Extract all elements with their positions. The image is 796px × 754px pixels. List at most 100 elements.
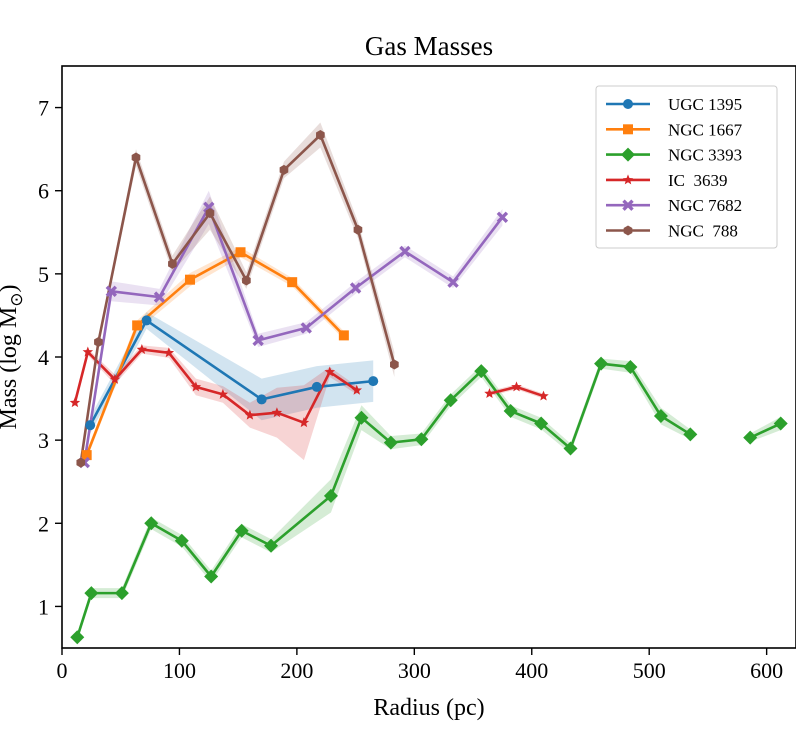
ngc-788-legend-marker	[623, 225, 633, 236]
legend-label-ngc-7682: NGC 7682	[668, 196, 742, 215]
y-tick-label: 1	[38, 594, 49, 619]
ngc-788-point	[242, 275, 251, 286]
ngc-7682-legend-marker	[622, 199, 634, 211]
legend-label-ngc-1667: NGC 1667	[668, 120, 743, 139]
ngc-3393-point	[114, 586, 129, 601]
ngc-788-point	[205, 208, 215, 219]
ic-3639-point	[136, 344, 148, 354]
y-tick-label: 4	[38, 345, 49, 370]
ngc-3393-point	[354, 410, 369, 425]
chart-title: Gas Masses	[365, 31, 493, 61]
ugc-1395-point	[256, 394, 267, 405]
ic-3639-point	[538, 390, 549, 401]
ngc-3393-point	[773, 416, 788, 431]
ic-3639-point	[324, 366, 335, 377]
ngc-3393-point	[144, 516, 159, 531]
x-tick-label: 0	[57, 658, 68, 683]
ngc-3393-point	[563, 441, 578, 456]
ngc-1667-legend-marker	[623, 124, 633, 135]
ngc-3393-point	[653, 409, 668, 424]
legend-label-ic-3639: IC 3639	[668, 171, 728, 190]
ngc-1667-point	[287, 277, 298, 288]
ugc-1395-point	[85, 420, 96, 431]
ic-3639-line	[73, 348, 358, 424]
ngc-3393-point	[534, 416, 549, 431]
ngc-3393-point	[743, 430, 758, 445]
ngc-7682-point	[300, 322, 312, 334]
ngc-3393-point	[594, 356, 609, 371]
ngc-3393-point	[414, 432, 429, 447]
y-axis-label-main: Mass (log M	[0, 307, 22, 430]
ngc-788-point	[390, 359, 399, 370]
y-tick-label: 2	[38, 511, 49, 536]
ic-3639-point	[351, 384, 363, 395]
x-tick-label: 100	[163, 658, 196, 683]
ngc-7682-point	[399, 245, 411, 258]
ic-3639-legend-marker	[622, 174, 634, 185]
ngc-3393-point	[503, 404, 518, 419]
x-axis-ticks: 0 100 200 300 400 500 600	[57, 648, 783, 683]
ngc-7682-uncertainty-band	[84, 190, 503, 467]
ic-3639-point	[298, 417, 310, 428]
ngc-3393-point	[204, 569, 219, 584]
legend-label-ugc-1395: UGC 1395	[668, 95, 742, 114]
ngc-3393-point	[683, 427, 698, 442]
legend: UGC 1395 NGC 1667 NGC 3393 IC 3639 NGC 7682 N…	[595, 85, 778, 249]
ngc-3393-point	[383, 435, 398, 450]
ngc-7682-point	[252, 334, 264, 347]
ngc-7682-line	[83, 206, 504, 463]
legend-box	[595, 85, 778, 249]
ngc-3393-point	[234, 523, 249, 538]
ngc-788-point	[168, 258, 177, 269]
ic-3639-point	[163, 347, 175, 358]
ngc-1667-line	[85, 250, 345, 456]
ic-3639-point	[109, 373, 121, 384]
y-axis-label-end: )	[0, 285, 22, 293]
ngc-1667-point	[185, 274, 196, 285]
ic-3639-point	[82, 346, 94, 357]
ngc-3393-point	[174, 533, 189, 548]
ngc-788-line	[79, 133, 396, 463]
x-tick-label: 500	[633, 658, 666, 683]
ngc-788-point	[316, 130, 325, 141]
legend-label-ngc-788: NGC 788	[668, 222, 738, 241]
ngc-3393-point	[323, 488, 338, 503]
ngc-3393-point	[70, 630, 85, 645]
ngc-788-point	[94, 337, 103, 348]
ic-3639-point	[217, 388, 229, 399]
ic-3639-point	[190, 381, 202, 392]
ngc-1667-point	[132, 320, 143, 331]
ugc-1395-uncertainty-band	[90, 312, 374, 434]
ngc-788-point	[353, 224, 363, 235]
ngc-7682-point	[447, 276, 459, 288]
y-axis-label: Mass (log M⊙)	[0, 285, 27, 430]
ugc-1395-point	[311, 381, 322, 392]
ngc-3393-point	[623, 359, 638, 374]
ugc-1395-point	[141, 315, 152, 326]
ngc-3393-line	[749, 422, 782, 439]
x-axis-label: Radius (pc)	[373, 695, 484, 721]
ngc-3393-point	[443, 393, 458, 408]
ic-3639-point	[511, 381, 522, 392]
x-tick-label: 600	[750, 658, 783, 683]
ic-3639-uncertainty-band	[489, 384, 544, 399]
x-tick-label: 400	[515, 658, 548, 683]
ngc-3393-legend-marker	[621, 147, 635, 162]
y-tick-label: 3	[38, 428, 49, 453]
ugc-1395-point	[368, 376, 379, 387]
y-axis-label-sun-symbol: ⊙	[7, 293, 27, 307]
ugc-1395-legend-marker	[623, 99, 633, 109]
ngc-3393-point	[84, 586, 99, 601]
x-tick-label: 300	[398, 658, 431, 683]
ic-3639-point	[484, 388, 495, 399]
series-markers	[69, 130, 788, 645]
x-tick-label: 200	[280, 658, 313, 683]
ngc-1667-point	[81, 450, 92, 461]
y-axis-ticks: 1 2 3 4 5 6 7	[38, 96, 62, 619]
ic-3639-point	[244, 409, 256, 420]
ngc-1667-point	[235, 247, 246, 258]
ngc-788-point	[76, 457, 86, 468]
ic-3639-point	[69, 397, 81, 408]
y-tick-label: 6	[38, 179, 49, 204]
